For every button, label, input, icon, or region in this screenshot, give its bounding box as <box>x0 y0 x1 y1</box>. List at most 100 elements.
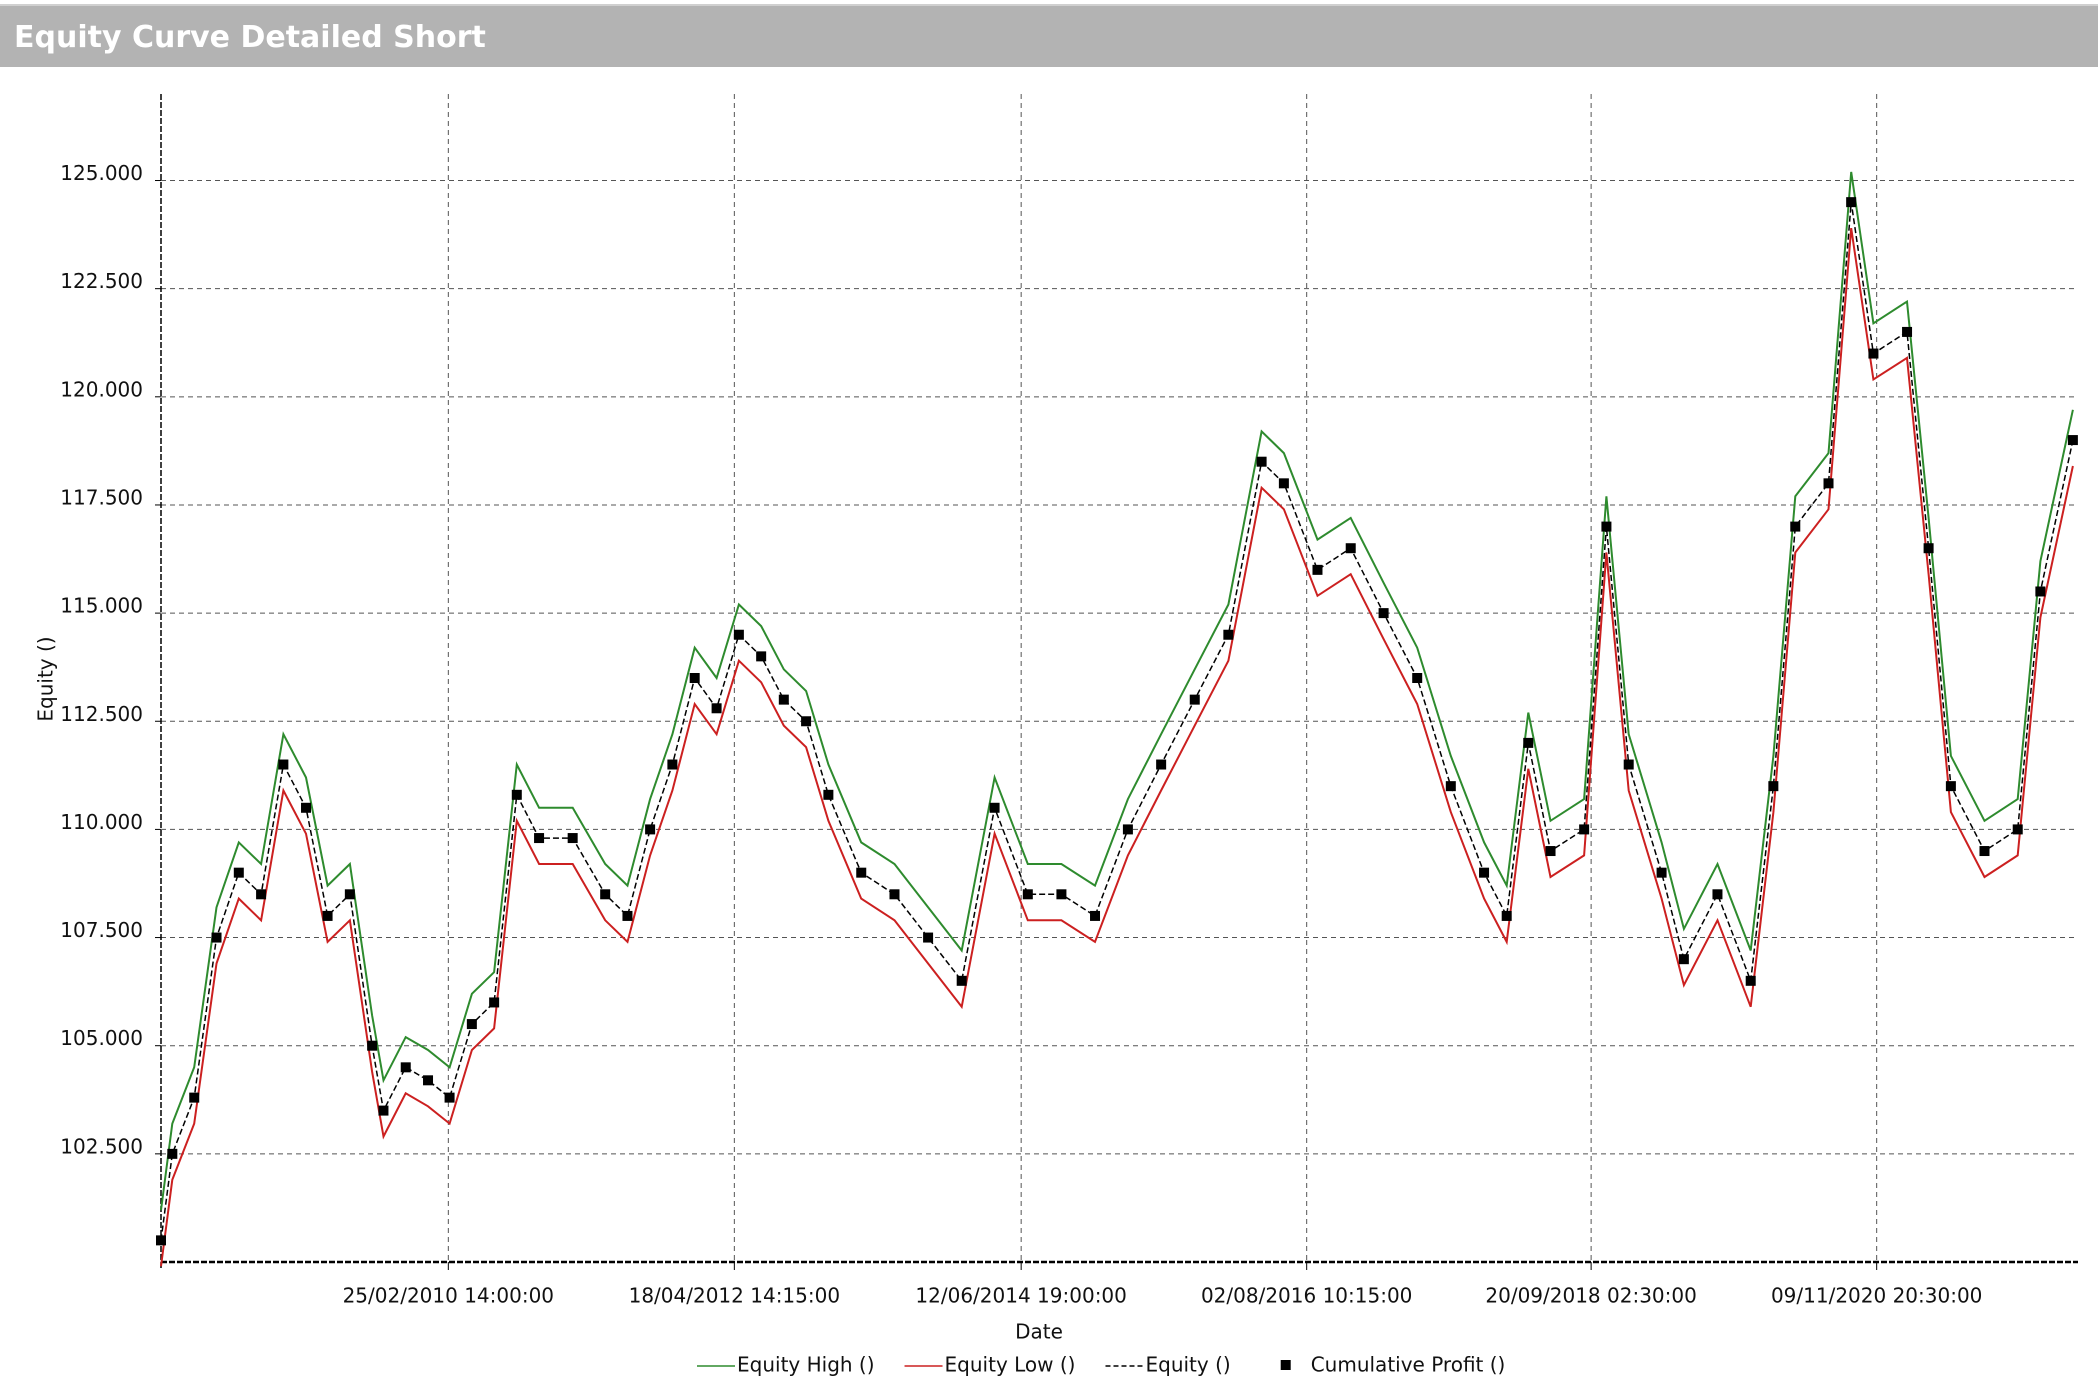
y-tick-label: 102.500 <box>60 1134 143 1158</box>
y-tick-label: 120.000 <box>60 377 143 401</box>
profit-marker <box>733 629 744 640</box>
profit-marker <box>1156 759 1167 770</box>
profit-marker <box>1579 824 1590 835</box>
profit-marker <box>1902 326 1913 337</box>
x-tick-label: 25/02/2010 14:00:00 <box>343 1284 554 1308</box>
profit-marker <box>1189 694 1200 705</box>
profit-marker <box>823 789 834 800</box>
profit-marker <box>1623 759 1634 770</box>
profit-marker <box>1656 867 1667 878</box>
profit-marker <box>1312 564 1323 575</box>
profit-marker <box>423 1075 434 1086</box>
profit-marker <box>1846 197 1857 208</box>
profit-marker <box>233 867 244 878</box>
chart: Equity () Date 102.500 105.000 107.500 110.… <box>34 94 2078 1377</box>
profit-marker <box>1523 737 1534 748</box>
legend-label: Cumulative Profit () <box>1311 1353 1506 1377</box>
y-tick-label: 112.500 <box>60 702 143 726</box>
x-tick-label: 20/09/2018 02:30:00 <box>1485 1284 1696 1308</box>
profit-marker <box>156 1235 166 1246</box>
profit-marker <box>756 651 767 662</box>
panel-header: Equity Curve Detailed Short <box>0 4 2098 67</box>
profit-marker <box>1412 673 1423 683</box>
profit-marker <box>1501 910 1512 921</box>
profit-marker <box>1022 889 1033 900</box>
x-tick-label: 12/06/2014 19:00:00 <box>915 1284 1126 1308</box>
profit-marker <box>466 1019 477 1030</box>
profit-marker <box>1768 781 1779 792</box>
profit-marker <box>1823 478 1834 489</box>
profit-marker <box>1479 867 1490 878</box>
profit-marker <box>489 997 500 1008</box>
profit-marker <box>667 759 678 770</box>
profit-marker <box>1256 456 1267 467</box>
profit-marker <box>1122 824 1133 835</box>
profit-marker <box>534 833 545 844</box>
profit-marker <box>1678 954 1689 965</box>
profit-marker <box>711 703 722 714</box>
profit-marker <box>989 802 1000 813</box>
profit-marker <box>645 824 656 835</box>
profit-marker <box>2067 435 2078 446</box>
series-line <box>160 227 2074 1267</box>
legend-swatch <box>1280 1360 1291 1370</box>
y-tick-label: 110.000 <box>60 810 143 834</box>
panel-title: Equity Curve Detailed Short <box>14 20 486 55</box>
profit-marker <box>378 1105 389 1116</box>
profit-marker <box>189 1092 200 1103</box>
profit-marker <box>344 889 355 900</box>
profit-marker <box>1790 521 1801 532</box>
profit-marker <box>400 1062 411 1073</box>
profit-marker <box>1868 348 1879 359</box>
profit-marker <box>1378 608 1389 619</box>
profit-marker <box>1223 629 1234 640</box>
profit-marker <box>1945 781 1956 792</box>
profit-marker <box>1278 478 1289 489</box>
profit-marker <box>1712 889 1723 900</box>
profit-marker <box>322 910 333 921</box>
profit-marker <box>622 910 633 921</box>
y-tick-label: 117.500 <box>60 485 143 509</box>
profit-marker <box>301 802 312 813</box>
profit-marker <box>689 673 700 683</box>
legend-label: Equity Low () <box>945 1353 1076 1377</box>
profit-marker <box>801 716 812 727</box>
profit-marker <box>889 889 900 900</box>
profit-marker <box>1445 781 1456 792</box>
profit-marker <box>211 932 222 943</box>
y-tick-label: 122.500 <box>60 269 143 293</box>
profit-marker <box>1745 975 1756 986</box>
y-tick-label: 115.000 <box>60 594 143 618</box>
profit-marker <box>923 932 934 943</box>
y-tick-label: 105.000 <box>60 1026 143 1050</box>
profit-marker <box>956 975 967 986</box>
profit-marker <box>2035 586 2046 597</box>
profit-marker <box>778 694 789 705</box>
x-tick-label: 18/04/2012 14:15:00 <box>629 1284 840 1308</box>
y-axis-label: Equity () <box>34 636 58 721</box>
y-tick-label: 125.000 <box>60 161 143 185</box>
x-axis-label: Date <box>1015 1320 1063 1344</box>
profit-marker <box>1056 889 1067 900</box>
profit-marker <box>1545 846 1556 857</box>
profit-marker <box>1090 910 1101 921</box>
profit-marker <box>600 889 611 900</box>
profit-marker <box>1345 543 1356 554</box>
profit-marker <box>1979 846 1990 857</box>
legend-label: Equity High () <box>737 1353 875 1377</box>
profit-marker <box>444 1092 455 1103</box>
x-tick-label: 09/11/2020 20:30:00 <box>1771 1284 1982 1308</box>
series-line <box>160 171 2074 1211</box>
profit-marker <box>2012 824 2023 835</box>
y-tick-label: 107.500 <box>60 918 143 942</box>
legend-label: Equity () <box>1145 1353 1230 1377</box>
profit-marker <box>511 789 522 800</box>
profit-marker <box>256 889 267 900</box>
profit-marker <box>278 759 289 770</box>
profit-marker <box>1601 521 1612 532</box>
profit-marker <box>1923 543 1934 554</box>
profit-marker <box>367 1040 378 1051</box>
x-tick-label: 02/08/2016 10:15:00 <box>1201 1284 1412 1308</box>
profit-marker <box>856 867 867 878</box>
